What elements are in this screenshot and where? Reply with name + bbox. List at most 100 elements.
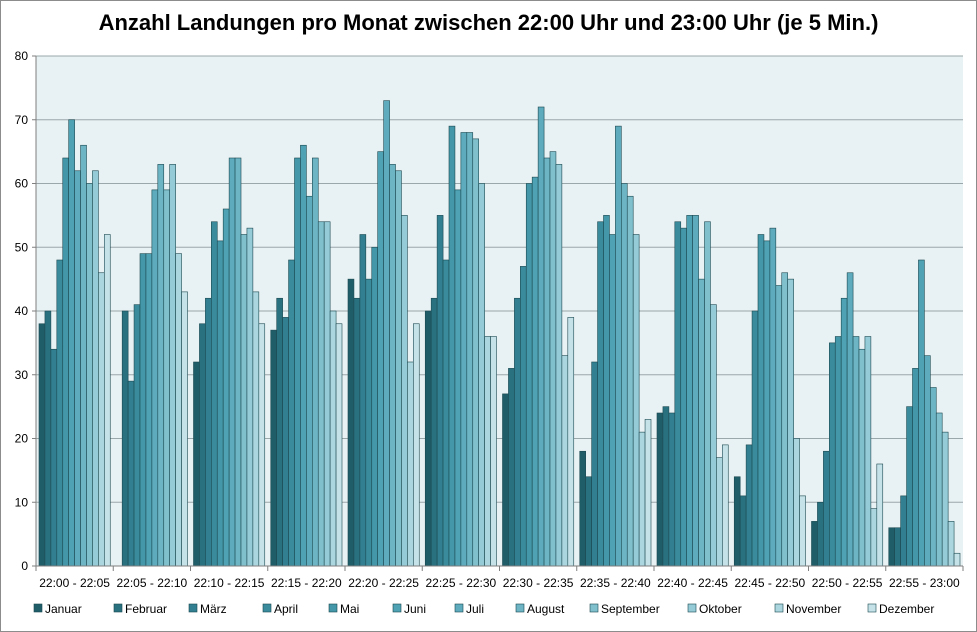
bar (858, 348, 866, 567)
bar (258, 323, 266, 567)
bar (638, 431, 646, 567)
legend-swatch (113, 603, 123, 613)
bar (674, 221, 682, 567)
bar (306, 195, 313, 567)
bar (716, 457, 723, 567)
legend-swatch (774, 603, 784, 613)
bar (335, 323, 343, 567)
x-tick-label: 22:40 - 22:45 (657, 576, 728, 590)
bar (692, 215, 699, 567)
bar (710, 304, 717, 567)
bar (947, 521, 955, 567)
legend-swatch (188, 603, 198, 613)
bar (704, 221, 711, 567)
bar (739, 495, 747, 567)
x-tick-label: 22:55 - 23:00 (889, 576, 960, 590)
bar (686, 215, 693, 567)
bar (924, 355, 931, 567)
bar (163, 189, 170, 567)
x-tick-label: 22:00 - 22:05 (39, 576, 110, 590)
bar (555, 164, 563, 567)
bar (514, 297, 521, 567)
bar (436, 215, 444, 567)
bar (531, 176, 539, 567)
bar (953, 552, 961, 567)
y-tick-label: 70 (15, 113, 29, 127)
bar (98, 272, 105, 567)
bar (591, 361, 598, 567)
bar (216, 240, 224, 567)
bar (698, 278, 705, 567)
x-tick-label: 22:25 - 22:30 (426, 576, 497, 590)
bar (626, 195, 634, 567)
bar (543, 157, 551, 567)
bar (139, 253, 147, 567)
bar (448, 125, 456, 567)
y-tick-label: 40 (15, 304, 29, 318)
bar (359, 234, 367, 567)
bar (941, 431, 949, 567)
bar (935, 412, 943, 567)
legend-item: Dezember (867, 602, 934, 616)
bar (579, 450, 586, 567)
legend-item: Januar (33, 602, 82, 616)
bar (288, 259, 295, 567)
bar (549, 151, 557, 567)
bar (751, 310, 759, 567)
bar (383, 100, 390, 567)
bar (86, 183, 93, 567)
bar (888, 527, 895, 567)
bar (347, 278, 355, 567)
legend-item: Juni (392, 602, 426, 616)
legend-label: Juli (466, 602, 484, 616)
x-tick-label: 22:20 - 22:25 (348, 576, 419, 590)
bar (169, 164, 176, 567)
legend-label: Juni (404, 602, 426, 616)
bar (769, 227, 777, 567)
bar (585, 476, 592, 567)
bar (312, 157, 319, 567)
bar (323, 221, 331, 567)
bar (823, 450, 830, 567)
x-tick-label: 22:10 - 22:15 (194, 576, 265, 590)
bar (621, 183, 628, 567)
y-tick-label: 10 (15, 495, 29, 509)
bar (846, 272, 854, 567)
bar (644, 419, 652, 567)
bar (460, 132, 468, 567)
bar (567, 317, 575, 567)
x-tick-label: 22:15 - 22:20 (271, 576, 342, 590)
bar (56, 259, 64, 567)
legend-item: Oktober (687, 602, 742, 616)
bar (757, 234, 765, 567)
legend-item: April (262, 602, 298, 616)
x-tick-label: 22:35 - 22:40 (580, 576, 651, 590)
bar (894, 527, 901, 567)
bar (240, 234, 248, 567)
bar (912, 368, 919, 567)
bar (317, 221, 325, 567)
legend-label: April (274, 602, 298, 616)
bar (662, 406, 670, 567)
bar (852, 336, 860, 567)
legend-swatch (392, 603, 402, 613)
bar (840, 297, 848, 567)
bar (371, 246, 378, 567)
bar (763, 240, 771, 567)
legend-label: Februar (125, 602, 167, 616)
bar (775, 285, 783, 567)
bar (733, 476, 741, 567)
y-tick-label: 20 (15, 432, 29, 446)
bar (603, 215, 610, 567)
bar (906, 406, 913, 567)
bar (478, 183, 485, 567)
x-tick-label: 22:30 - 22:35 (503, 576, 574, 590)
bar (62, 157, 69, 567)
bar (413, 323, 420, 567)
bar (157, 164, 165, 567)
legend-label: Oktober (699, 602, 742, 616)
legend-label: Januar (45, 602, 82, 616)
bar (793, 438, 800, 567)
legend-label: März (200, 602, 227, 616)
